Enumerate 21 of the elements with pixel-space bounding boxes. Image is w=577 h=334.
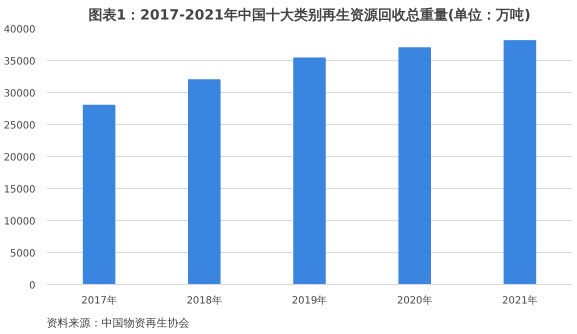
y-tick-label: 30000 [4,88,36,100]
bar [188,79,221,284]
y-tick-label: 0 [29,280,36,292]
bar [293,57,326,284]
bar [398,47,431,284]
bar [504,40,536,284]
y-tick-label: 10000 [4,216,36,228]
y-tick-label: 35000 [4,56,36,68]
y-tick-label: 40000 [4,24,36,36]
x-tick-label: 2017年 [81,294,117,306]
y-tick-label: 15000 [4,184,36,196]
y-tick-label: 5000 [10,248,36,260]
x-tick-label: 2019年 [292,294,328,306]
x-tick-label: 2021年 [502,294,538,306]
y-tick-label: 25000 [4,120,36,132]
text: 资料来源：中国物资再生协会 [46,316,190,330]
bar [82,104,116,284]
x-tick-label: 2020年 [396,294,432,306]
chart-title: 图表1：2017-2021年中国十大类别再生资源回收总重量(单位：万吨) [88,8,531,24]
x-tick-label: 2018年 [186,294,222,306]
y-tick-label: 20000 [4,152,36,164]
